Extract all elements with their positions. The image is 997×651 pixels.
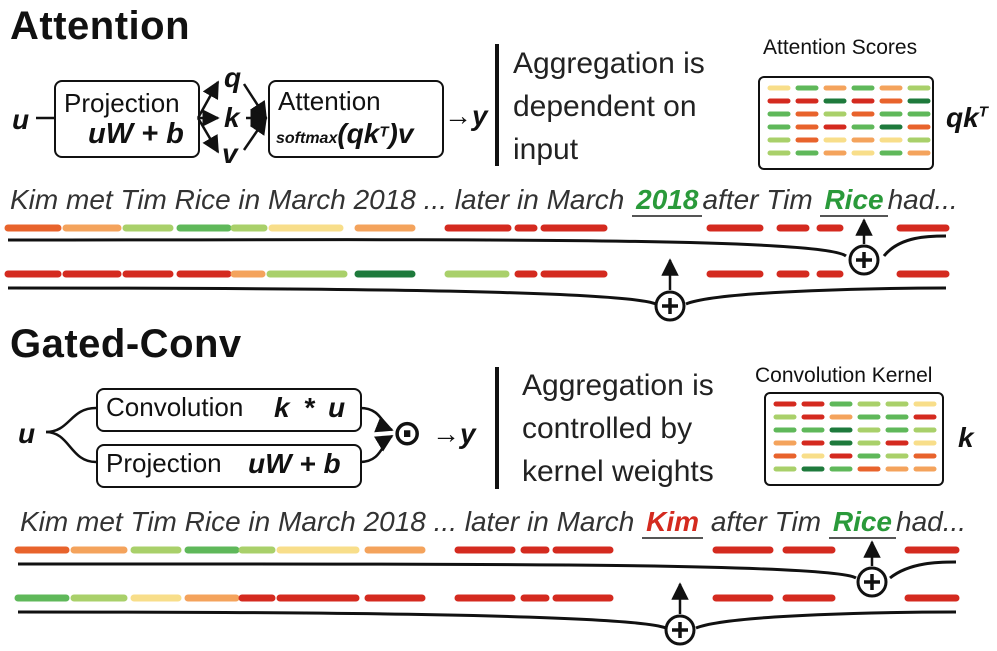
attention-residual-1 <box>7 234 947 258</box>
attention-matrix-caption: Attention Scores <box>763 36 918 59</box>
gated-sentence-post: had... <box>896 506 967 537</box>
gated-projection-formula: uW + b <box>248 448 341 479</box>
gated-residual-1 <box>17 560 957 580</box>
attention-desc-line-2: dependent on <box>513 90 697 123</box>
attention-box-label: Attention <box>278 86 381 116</box>
arrow-to-q <box>196 80 220 119</box>
gated-divider <box>495 367 499 489</box>
attention-token-tracks <box>4 218 950 322</box>
gated-conv-title: Gated-Conv <box>10 322 242 366</box>
gated-desc-line-3: kernel weights <box>522 455 714 488</box>
transpose-sup: T <box>379 123 389 141</box>
qk-symbol: qk <box>946 102 979 133</box>
qk-formula: (qk <box>337 118 380 149</box>
attention-sentence-mid: after Tim <box>702 184 813 215</box>
gated-residual-2 <box>17 610 957 630</box>
attention-q: q <box>224 62 242 93</box>
arrow-v-to-attn <box>242 116 268 151</box>
attention-projection-box: Projection uW + b <box>54 80 200 158</box>
gated-description: Aggregation is controlled by kernel weig… <box>522 364 714 493</box>
gated-matrix-caption: Convolution Kernel <box>755 364 933 387</box>
attention-projection-label: Projection <box>64 88 180 118</box>
proj-to-gate-arrow <box>359 434 394 464</box>
gated-input-u: u <box>18 418 36 449</box>
attention-sentence-post: had... <box>887 184 958 215</box>
gated-desc-line-2: controlled by <box>522 412 693 445</box>
gated-sentence-mid: after Tim <box>710 506 822 537</box>
gated-sentence: Kim met Tim Rice in March 2018 ... later… <box>20 506 967 539</box>
gated-desc-line-1: Aggregation is <box>522 369 714 402</box>
convolution-label: Convolution <box>106 392 244 422</box>
softmax-label: softmax <box>276 130 338 147</box>
convolution-kernel-grid <box>773 401 937 472</box>
attention-box: Attention softmax(qkT)v <box>268 80 444 158</box>
attention-projection-formula: uW + b <box>88 118 184 150</box>
arrow-q-to-attn <box>242 83 268 120</box>
gated-token-tracks <box>14 540 960 646</box>
attention-divider <box>495 44 499 166</box>
gated-projection-box: Projection uW + b <box>96 444 362 488</box>
attention-scores-matrix <box>758 76 934 170</box>
attention-k: k <box>224 102 240 133</box>
convolution-formula: k * u <box>274 392 349 423</box>
attention-highlight-2018: 2018 <box>632 184 703 217</box>
v-formula: )v <box>388 118 414 149</box>
attention-matrix-symbol: qkT <box>946 102 988 134</box>
gated-output-y: →y <box>432 418 476 449</box>
attention-box-formula: softmax(qkT)v <box>276 118 413 150</box>
gated-sentence-pre: Kim met Tim Rice in March 2018 ... later… <box>20 506 635 537</box>
attention-highlight-rice: Rice <box>820 184 888 217</box>
attention-sentence-pre: Kim met Tim Rice in March 2018 ... later… <box>10 184 625 215</box>
attention-v: v <box>222 138 238 169</box>
attention-title: Attention <box>10 4 191 48</box>
gated-projection-label: Projection <box>106 448 222 478</box>
attention-sentence: Kim met Tim Rice in March 2018 ... later… <box>10 184 958 217</box>
gated-highlight-rice: Rice <box>828 506 896 539</box>
attention-residual-2 <box>7 286 947 306</box>
attention-scores-grid <box>767 85 931 156</box>
gate-multiply-icon: ⊙ <box>392 412 423 453</box>
gated-input-to-proj <box>45 430 97 464</box>
attention-desc-line-3: input <box>513 133 579 166</box>
gated-input-to-conv <box>45 406 97 434</box>
attention-description: Aggregation is dependent on input <box>513 42 705 171</box>
gated-matrix-symbol: k <box>958 422 974 453</box>
gated-highlight-kim: Kim <box>642 506 704 539</box>
convolution-kernel-matrix <box>764 392 944 486</box>
attention-desc-line-1: Aggregation is <box>513 47 705 80</box>
conv-to-gate-arrow <box>359 406 394 433</box>
convolution-box: Convolution k * u <box>96 388 362 432</box>
attention-output-y: →y <box>444 100 488 131</box>
attention-input-u: u <box>12 104 30 135</box>
qk-sup: T <box>978 103 988 121</box>
arrow-to-v <box>196 117 220 154</box>
